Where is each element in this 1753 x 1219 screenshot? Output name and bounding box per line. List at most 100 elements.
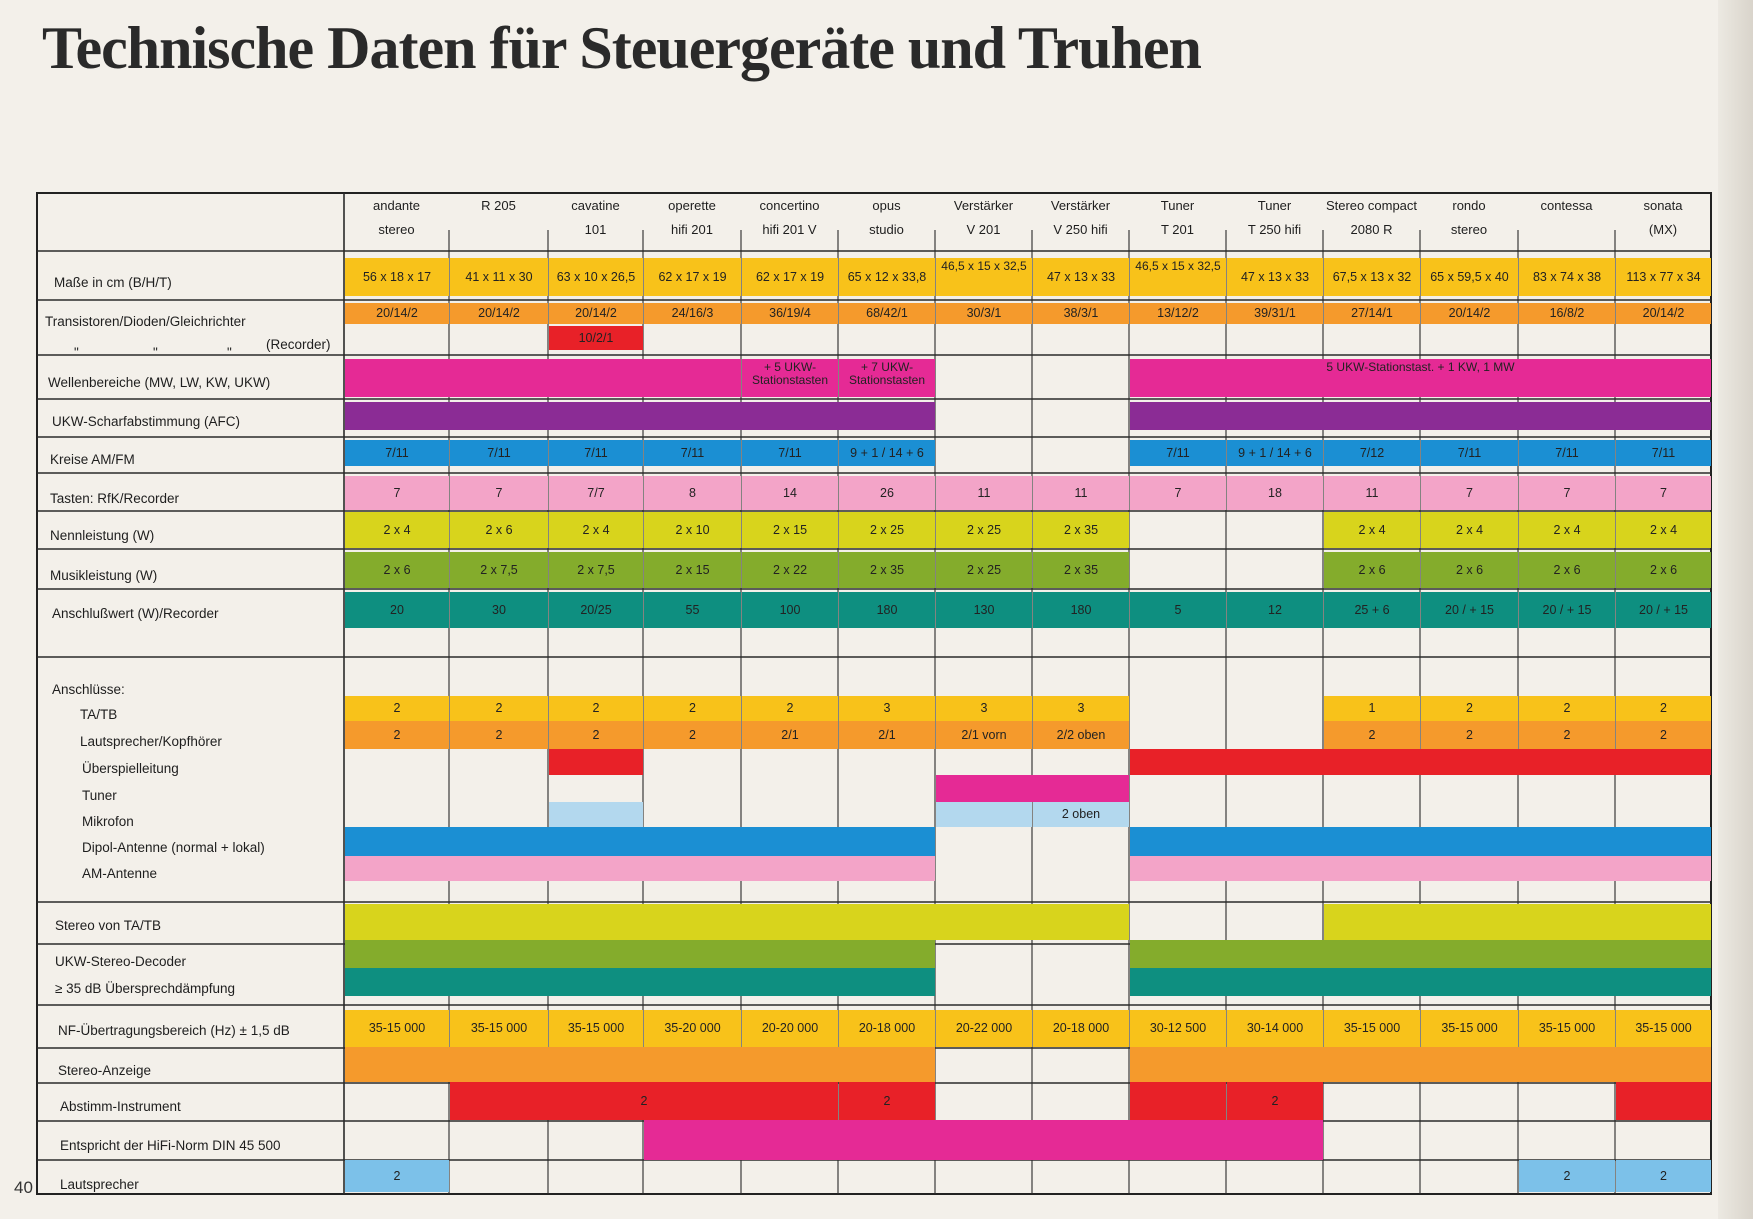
table-frame bbox=[36, 192, 1712, 1195]
spec-bar-amber: 20-18 000 bbox=[1033, 1010, 1129, 1047]
spec-bar-skyblue: 2 bbox=[1519, 1160, 1615, 1192]
column-header-variant: 101 bbox=[584, 222, 607, 237]
row-label: Mikrofon bbox=[82, 814, 134, 829]
spec-bar-green: 2 x 25 bbox=[936, 552, 1032, 588]
spec-bar-pink: 18 bbox=[1227, 476, 1323, 510]
spec-bar-teal: 20 / + 15 bbox=[1421, 592, 1518, 628]
spec-bar-skyblue: 2 bbox=[345, 1160, 449, 1192]
spec-bar-amber: 35-15 000 bbox=[549, 1010, 643, 1047]
spec-bar-blue: 7/11 bbox=[742, 440, 838, 466]
spec-bar-amber: 3 bbox=[839, 696, 935, 721]
spec-bar-green: 2 x 7,5 bbox=[549, 552, 643, 588]
spec-bar-yellow: 2 x 15 bbox=[742, 512, 838, 548]
spec-bar-yellow: 2 x 4 bbox=[1324, 512, 1420, 548]
column-header-model: opus bbox=[872, 198, 901, 213]
spec-bar-amber: 63 x 10 x 26,5 bbox=[549, 258, 643, 296]
spec-bar-pink bbox=[1130, 856, 1711, 881]
column-header-variant: T 201 bbox=[1160, 222, 1194, 237]
spec-bar-pink: 7 bbox=[1421, 476, 1518, 510]
spec-bar-lightblue: 2 oben bbox=[1033, 802, 1129, 827]
row-label: Stereo von TA/TB bbox=[55, 918, 162, 933]
row-label: Wellenbereiche (MW, LW, KW, UKW) bbox=[48, 375, 271, 390]
row-label: AM-Antenne bbox=[82, 866, 158, 881]
spec-bar-green bbox=[1130, 940, 1711, 968]
column-header-model: Tuner bbox=[1257, 198, 1292, 213]
spec-bar-amber: 46,5 x 15 x 32,5 bbox=[936, 258, 1032, 296]
row-label: Maße in cm (B/H/T) bbox=[54, 275, 172, 290]
row-label: Dipol-Antenne (normal + lokal) bbox=[82, 840, 265, 855]
spec-bar-blue: 7/11 bbox=[345, 440, 449, 466]
spec-bar-pink: 26 bbox=[839, 476, 935, 510]
column-header-variant: V 250 hifi bbox=[1053, 222, 1108, 237]
spec-bar-orange bbox=[1130, 1047, 1711, 1082]
spec-bar-orange: 27/14/1 bbox=[1324, 303, 1420, 324]
column-header-variant: studio bbox=[869, 222, 904, 237]
row-label: Kreise AM/FM bbox=[50, 452, 135, 467]
spec-bar-pink: 8 bbox=[644, 476, 741, 510]
spec-bar-skyblue: 2 bbox=[1616, 1160, 1711, 1192]
spec-bar-blue: 7/11 bbox=[644, 440, 741, 466]
row-label: Tuner bbox=[82, 788, 117, 803]
spec-bar-green: 2 x 6 bbox=[1421, 552, 1518, 588]
spec-bar-magenta: 5 UKW-Stationstast. + 1 KW, 1 MW bbox=[1130, 359, 1711, 397]
spec-bar-teal: 20/25 bbox=[549, 592, 643, 628]
row-label: Entspricht der HiFi-Norm DIN 45 500 bbox=[60, 1138, 281, 1153]
spec-bar-orange: 20/14/2 bbox=[549, 303, 643, 324]
spec-bar-amber: 20-20 000 bbox=[742, 1010, 838, 1047]
column-header-model: sonata bbox=[1643, 198, 1683, 213]
spec-bar-amber: 2 bbox=[345, 696, 449, 721]
column-header-model: operette bbox=[668, 198, 716, 213]
spec-bar-teal: 30 bbox=[450, 592, 548, 628]
spec-bar-purple bbox=[345, 402, 935, 430]
spec-bar-amber: 65 x 59,5 x 40 bbox=[1421, 258, 1518, 296]
spec-bar-red bbox=[1130, 1082, 1226, 1120]
column-header-model: cavatine bbox=[571, 198, 620, 213]
spec-bar-lightblue bbox=[936, 802, 1032, 827]
spec-bar-amber: 20-22 000 bbox=[936, 1010, 1032, 1047]
spec-bar-yellow bbox=[345, 904, 1129, 940]
spec-bar-red: 2 bbox=[450, 1082, 838, 1120]
spec-bar-pink: 11 bbox=[936, 476, 1032, 510]
spec-bar-pink: 11 bbox=[1324, 476, 1420, 510]
spec-bar-orange: 2/2 oben bbox=[1033, 721, 1129, 749]
spec-bar-amber: 2 bbox=[644, 696, 741, 721]
spec-bar-yellow: 2 x 4 bbox=[549, 512, 643, 548]
spec-bar-yellow: 2 x 4 bbox=[1519, 512, 1615, 548]
spec-bar-orange: 2 bbox=[1519, 721, 1615, 749]
spec-bar-amber: 35-15 000 bbox=[1324, 1010, 1420, 1047]
spec-bar-blue: 7/11 bbox=[549, 440, 643, 466]
spec-bar-green bbox=[345, 940, 935, 968]
column-header-variant: (MX) bbox=[1648, 222, 1678, 237]
spec-bar-magenta bbox=[644, 1120, 1323, 1160]
spec-bar-yellow: 2 x 4 bbox=[345, 512, 449, 548]
spec-bar-yellow: 2 x 10 bbox=[644, 512, 741, 548]
column-header-model: concertino bbox=[759, 198, 820, 213]
column-header-variant: stereo bbox=[1450, 222, 1488, 237]
spec-bar-pink: 7 bbox=[1519, 476, 1615, 510]
spec-bar-orange: 30/3/1 bbox=[936, 303, 1032, 324]
spec-bar-pink: 7 bbox=[1130, 476, 1226, 510]
spec-bar-teal bbox=[1130, 968, 1711, 996]
spec-bar-blue: 7/11 bbox=[450, 440, 548, 466]
page-title: Technische Daten für Steuergeräte und Tr… bbox=[42, 15, 1202, 81]
spec-bar-green: 2 x 35 bbox=[839, 552, 935, 588]
spec-bar-blue: 7/11 bbox=[1519, 440, 1615, 466]
spec-bar-amber: 35-15 000 bbox=[1421, 1010, 1518, 1047]
spec-bar-pink: 14 bbox=[742, 476, 838, 510]
spec-bar-amber: 83 x 74 x 38 bbox=[1519, 258, 1615, 296]
spec-bar-pink: 7 bbox=[345, 476, 449, 510]
spec-bar-orange: 2 bbox=[1324, 721, 1420, 749]
row-label: Überspielleitung bbox=[82, 761, 179, 776]
row-label: Nennleistung (W) bbox=[50, 528, 155, 543]
column-header-variant: hifi 201 bbox=[671, 222, 713, 237]
spec-bar-amber: 35-20 000 bbox=[644, 1010, 741, 1047]
spec-bar-teal bbox=[345, 968, 935, 996]
spec-bar-amber: 47 x 13 x 33 bbox=[1033, 258, 1129, 296]
book-gutter-shadow bbox=[1718, 0, 1753, 1219]
spec-bar-green: 2 x 6 bbox=[345, 552, 449, 588]
column-header-model: andante bbox=[373, 198, 420, 213]
row-label: (Recorder) bbox=[266, 337, 331, 352]
spec-bar-orange: 24/16/3 bbox=[644, 303, 741, 324]
spec-bar-orange: 39/31/1 bbox=[1227, 303, 1323, 324]
row-label: Transistoren/Dioden/Gleichrichter bbox=[45, 314, 246, 329]
